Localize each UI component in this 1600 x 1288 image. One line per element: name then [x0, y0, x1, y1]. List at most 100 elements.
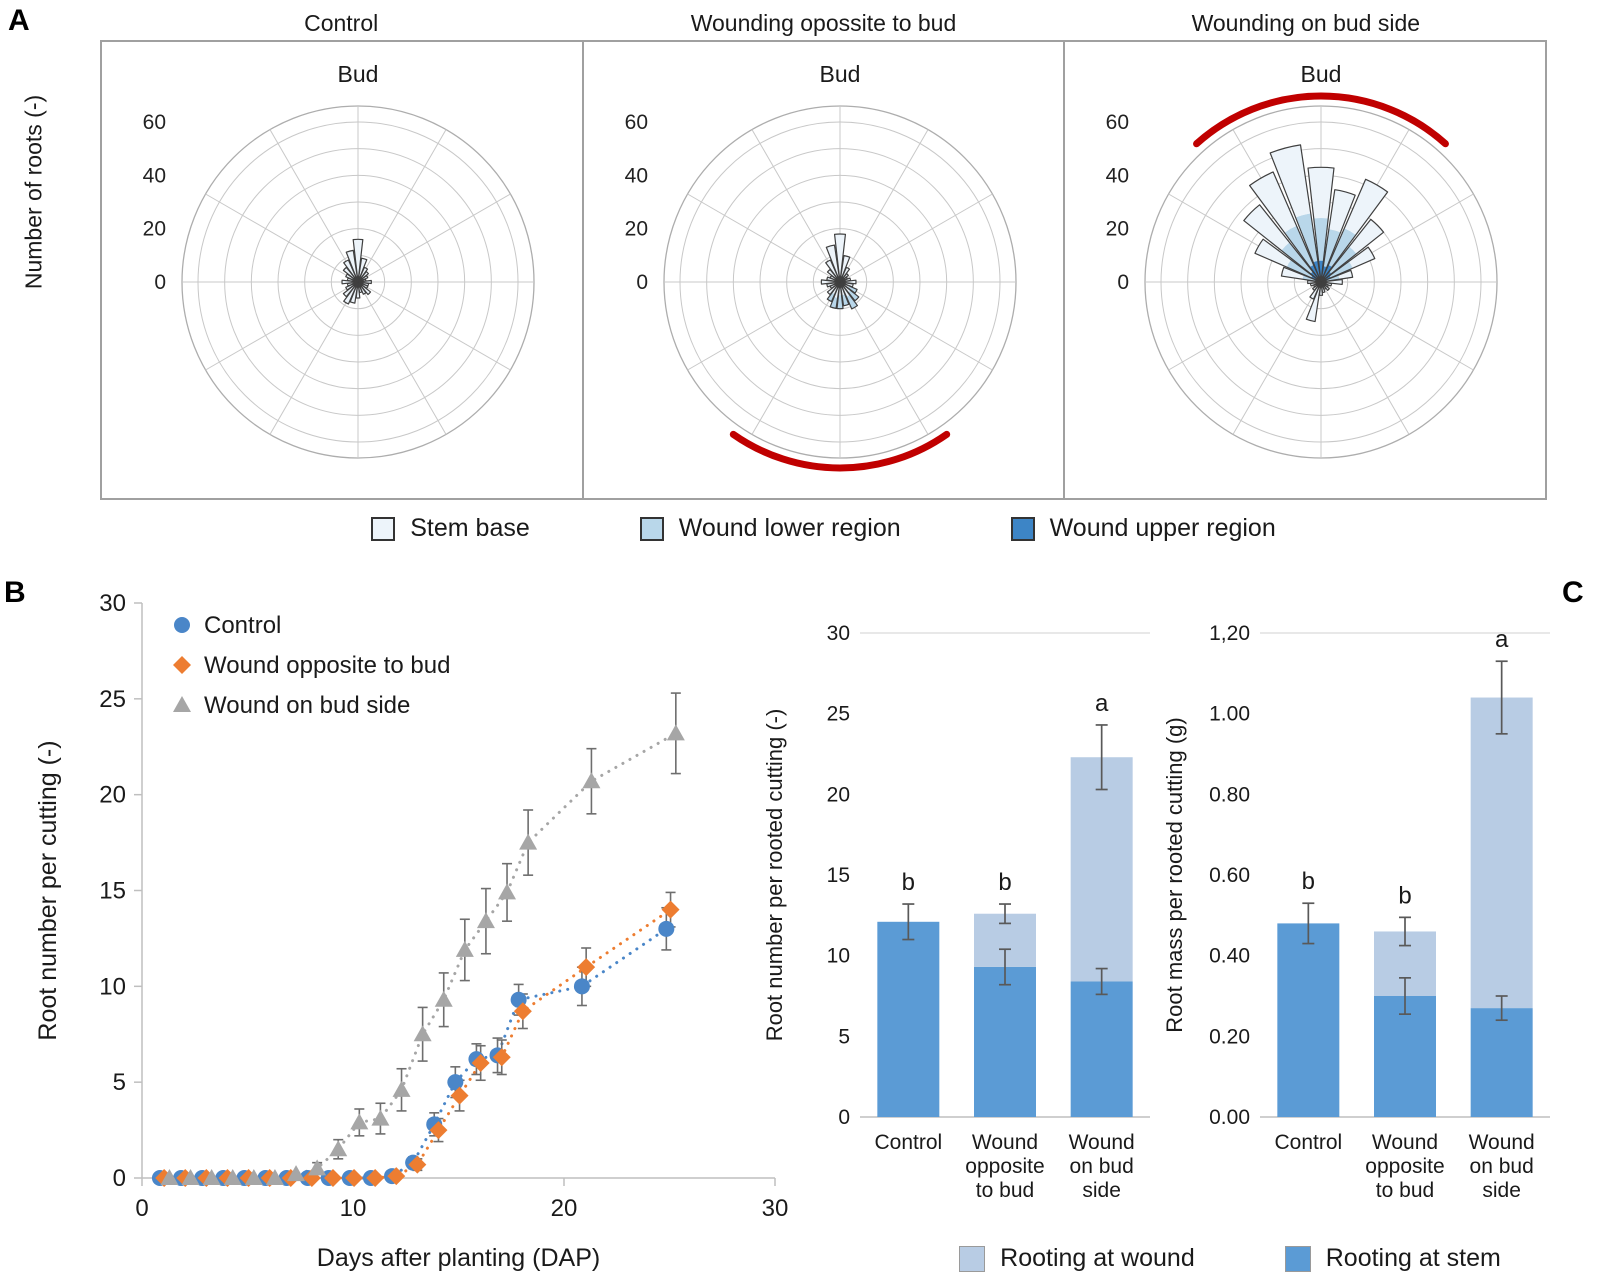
- svg-text:0: 0: [135, 1195, 148, 1222]
- rose-title-control: Control: [304, 10, 379, 36]
- svg-text:30: 30: [99, 590, 126, 617]
- scatter-svg: 0 10 20 30 0 5 10 15 20 25 30 Days after planting (…: [34, 590, 789, 1272]
- svg-text:Wound: Wound: [1372, 1131, 1438, 1154]
- svg-text:40: 40: [624, 164, 647, 187]
- svg-text:Control: Control: [874, 1131, 942, 1154]
- svg-text:0: 0: [636, 271, 648, 294]
- svg-text:0.60: 0.60: [1209, 864, 1250, 887]
- rose-svg: 60 40 20 0 Bud: [143, 61, 535, 459]
- rose-y-axis-label: Number of roots (-): [20, 94, 47, 290]
- panel-b-letter: B: [4, 576, 26, 609]
- svg-text:b: b: [1302, 868, 1315, 895]
- svg-text:to bud: to bud: [976, 1179, 1034, 1202]
- svg-text:to bud: to bud: [1376, 1179, 1434, 1202]
- rose-chart-wound-bud-side: 60 40 20 0 Bud: [1063, 40, 1548, 500]
- svg-text:15: 15: [99, 878, 126, 905]
- svg-text:Wound: Wound: [1469, 1131, 1535, 1154]
- rose-titles-row: Control Wounding opossite to bud Woundin…: [100, 10, 1547, 37]
- rose-chart-wound-opposite: 60 40 20 0 Bud: [581, 40, 1066, 500]
- legend-item-rooting-at-wound: Rooting at wound: [959, 1244, 1195, 1273]
- svg-text:Bud: Bud: [338, 61, 379, 87]
- panel-c-letter: C: [1562, 576, 1584, 609]
- svg-text:Bud: Bud: [1301, 61, 1342, 87]
- svg-text:Wound: Wound: [1069, 1131, 1135, 1154]
- root-number-time-series-chart: 0 10 20 30 0 5 10 15 20 25 30 Days after planting (…: [30, 578, 810, 1288]
- svg-text:0: 0: [154, 271, 166, 294]
- stem-base-swatch: [371, 516, 396, 541]
- panel-a-letter: A: [8, 4, 30, 37]
- svg-text:Root number per cutting (-): Root number per cutting (-): [34, 740, 62, 1040]
- svg-text:20: 20: [99, 782, 126, 809]
- svg-text:15: 15: [827, 864, 850, 887]
- svg-text:b: b: [1398, 882, 1411, 909]
- svg-text:on bud: on bud: [1070, 1155, 1134, 1178]
- svg-text:0: 0: [1118, 271, 1130, 294]
- svg-text:Days after planting (DAP): Days after planting (DAP): [317, 1244, 600, 1272]
- svg-text:side: side: [1482, 1179, 1521, 1202]
- svg-text:40: 40: [1106, 164, 1129, 187]
- root-number-bar-chart: 0 5 10 15 20 25 30 Root number per rooted cutti…: [762, 585, 1160, 1230]
- svg-text:on bud: on bud: [1470, 1155, 1534, 1178]
- svg-text:25: 25: [827, 703, 850, 726]
- legend-item-rooting-at-stem: Rooting at stem: [1284, 1244, 1501, 1273]
- svg-text:Root mass per rooted cutting (: Root mass per rooted cutting (g): [1162, 717, 1187, 1032]
- svg-text:10: 10: [340, 1195, 367, 1222]
- svg-text:40: 40: [143, 164, 166, 187]
- rose-title-wound-bud-side: Wounding on bud side: [1191, 10, 1421, 36]
- svg-text:5: 5: [113, 1069, 126, 1096]
- root-region-legend: Stem base Wound lower region Wound upper…: [100, 514, 1547, 543]
- legend-item-wound-upper: Wound upper region: [1010, 514, 1276, 543]
- svg-text:opposite: opposite: [965, 1155, 1044, 1178]
- wound-upper-swatch: [1010, 516, 1035, 541]
- svg-text:Wound: Wound: [972, 1131, 1038, 1154]
- rose-svg: 60 40 20 0 Bud: [624, 61, 1017, 472]
- rose-chart-control: 60 40 20 0 Bud: [100, 40, 584, 500]
- svg-text:a: a: [1095, 690, 1109, 717]
- svg-text:60: 60: [624, 111, 647, 134]
- legend-label-stem-base: Stem base: [410, 514, 530, 542]
- svg-text:20: 20: [827, 783, 850, 806]
- stacked-bar-svg: 0.00 0.20 0.40 0.60 0.80 1.00 1,20 Root mass pe…: [1162, 622, 1550, 1202]
- rose-panel-row: 60 40 20 0 Bud 60 40 20 0 Bud 60 40 20 0 Bud: [100, 40, 1548, 500]
- legend-label-wound-upper: Wound upper region: [1049, 514, 1276, 542]
- svg-text:0.40: 0.40: [1209, 945, 1250, 968]
- svg-text:b: b: [902, 869, 915, 896]
- svg-text:20: 20: [624, 218, 647, 241]
- svg-text:1.00: 1.00: [1209, 703, 1250, 726]
- svg-text:60: 60: [143, 111, 166, 134]
- rooting-at-wound-swatch: [959, 1245, 986, 1272]
- svg-text:Bud: Bud: [819, 61, 860, 87]
- svg-text:Wound opposite to bud: Wound opposite to bud: [204, 652, 450, 679]
- svg-text:0.00: 0.00: [1209, 1106, 1250, 1129]
- stacked-bar-svg: 0 5 10 15 20 25 30 Root number per rooted cutti…: [762, 622, 1150, 1202]
- svg-text:10: 10: [827, 945, 850, 968]
- svg-text:10: 10: [99, 973, 126, 1000]
- rooting-at-stem-swatch: [1284, 1245, 1311, 1272]
- rooting-location-legend: Rooting at wound Rooting at stem: [900, 1244, 1560, 1273]
- svg-text:20: 20: [143, 218, 166, 241]
- rose-title-wound-opposite: Wounding opossite to bud: [690, 10, 957, 36]
- svg-text:20: 20: [551, 1195, 578, 1222]
- svg-text:opposite: opposite: [1365, 1155, 1444, 1178]
- svg-text:20: 20: [1106, 218, 1129, 241]
- svg-text:Wound on bud side: Wound on bud side: [204, 692, 410, 719]
- svg-text:Control: Control: [1274, 1131, 1342, 1154]
- svg-text:0: 0: [113, 1165, 126, 1192]
- svg-text:30: 30: [827, 622, 850, 645]
- svg-text:a: a: [1495, 626, 1509, 653]
- legend-label-rooting-at-wound: Rooting at wound: [1000, 1244, 1195, 1272]
- svg-text:60: 60: [1106, 111, 1129, 134]
- svg-text:side: side: [1082, 1179, 1121, 1202]
- svg-text:25: 25: [99, 686, 126, 713]
- svg-text:b: b: [998, 869, 1011, 896]
- svg-text:1,20: 1,20: [1209, 622, 1250, 645]
- svg-text:Control: Control: [204, 612, 281, 639]
- svg-text:Root number per rooted cutting: Root number per rooted cutting (-): [762, 709, 787, 1042]
- root-mass-bar-chart: 0.00 0.20 0.40 0.60 0.80 1.00 1,20 Root mass pe…: [1162, 585, 1560, 1230]
- rose-svg: 60 40 20 0 Bud: [1106, 61, 1498, 459]
- legend-label-wound-lower: Wound lower region: [678, 514, 901, 542]
- svg-text:5: 5: [838, 1025, 850, 1048]
- svg-text:0.20: 0.20: [1209, 1025, 1250, 1048]
- svg-text:30: 30: [762, 1195, 789, 1222]
- svg-text:0.80: 0.80: [1209, 783, 1250, 806]
